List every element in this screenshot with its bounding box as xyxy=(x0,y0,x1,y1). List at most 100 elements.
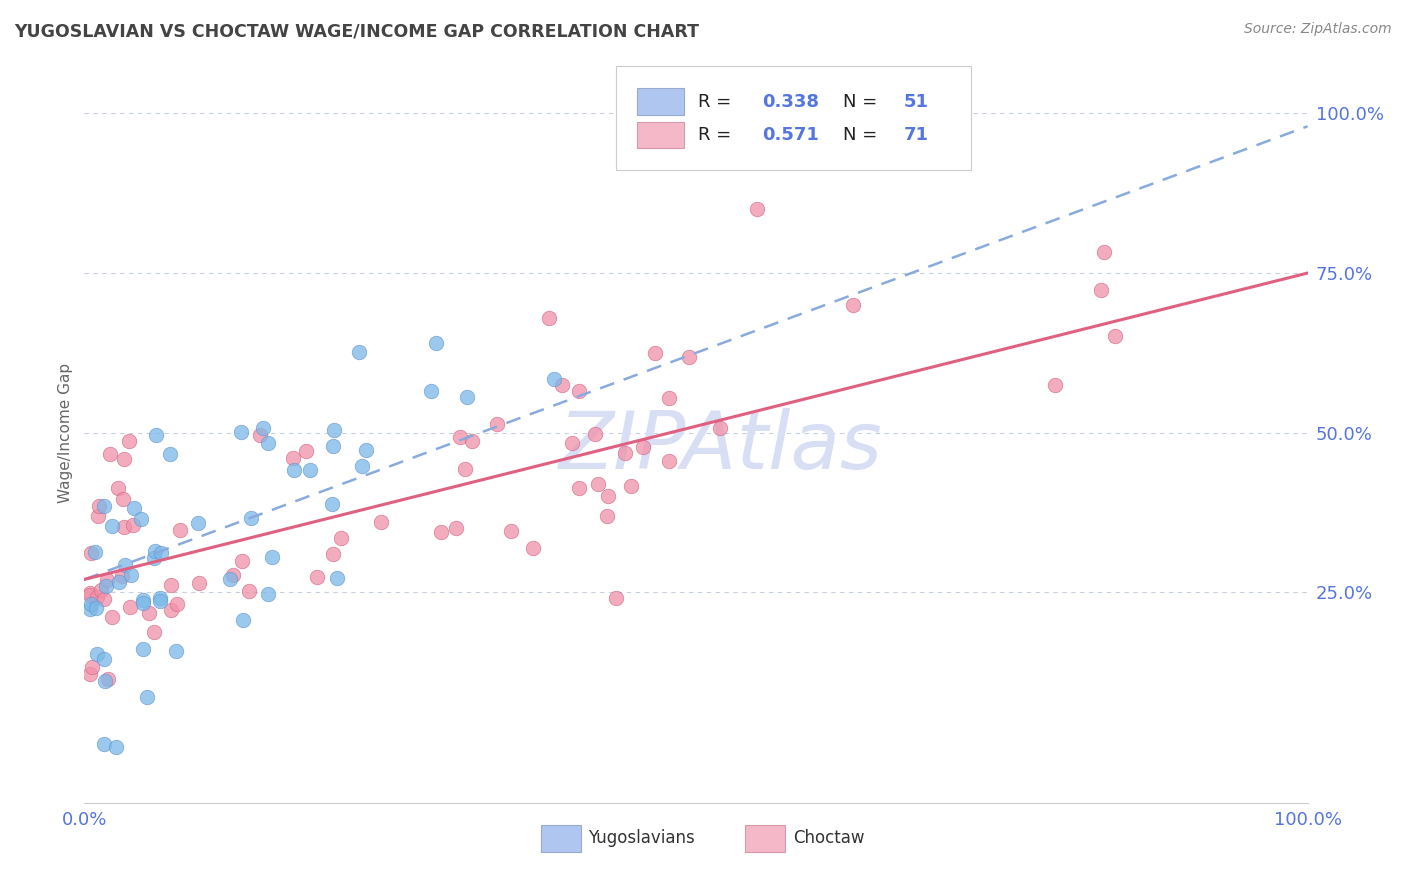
Point xyxy=(249,427,271,442)
Point xyxy=(122,501,145,516)
Point xyxy=(84,601,107,615)
Point xyxy=(321,497,343,511)
Point xyxy=(90,582,112,597)
Point xyxy=(252,421,274,435)
Point xyxy=(187,575,209,590)
Point xyxy=(747,202,769,217)
Point xyxy=(169,524,191,538)
Point xyxy=(605,591,627,606)
Point xyxy=(449,430,471,444)
Point xyxy=(257,587,280,601)
Point xyxy=(588,476,610,491)
Point xyxy=(142,624,165,639)
Point xyxy=(122,518,145,533)
Text: Source: ZipAtlas.com: Source: ZipAtlas.com xyxy=(1244,22,1392,37)
Point xyxy=(538,310,561,325)
Point xyxy=(614,446,637,460)
Point xyxy=(145,428,167,442)
Point xyxy=(101,610,124,624)
Point xyxy=(709,421,731,435)
Text: R =: R = xyxy=(699,126,737,144)
Point xyxy=(131,642,153,657)
Point xyxy=(80,660,103,674)
Point xyxy=(135,690,157,704)
Point xyxy=(79,602,101,616)
Point xyxy=(187,516,209,531)
Point xyxy=(120,599,142,614)
Point xyxy=(79,667,101,681)
Point xyxy=(219,572,242,586)
Point xyxy=(120,568,142,582)
Point xyxy=(454,461,477,475)
Point xyxy=(294,444,316,458)
Point xyxy=(93,652,115,666)
Point xyxy=(323,423,346,437)
Point xyxy=(231,554,253,568)
Point xyxy=(112,452,135,467)
FancyBboxPatch shape xyxy=(616,66,972,169)
Point xyxy=(94,579,117,593)
Point xyxy=(105,739,128,754)
Point xyxy=(551,378,574,392)
Text: R =: R = xyxy=(699,93,737,111)
Text: 0.338: 0.338 xyxy=(762,93,820,111)
Point xyxy=(93,737,115,751)
Point xyxy=(129,512,152,526)
Point xyxy=(283,463,305,477)
Point xyxy=(322,439,344,453)
Text: 0.571: 0.571 xyxy=(762,126,818,144)
Bar xyxy=(637,88,683,115)
Point xyxy=(658,391,681,405)
Point xyxy=(326,572,349,586)
Text: ZIPAtlas: ZIPAtlas xyxy=(558,409,883,486)
Point xyxy=(349,345,371,359)
Point xyxy=(425,336,447,351)
Point xyxy=(79,586,101,600)
Point xyxy=(260,550,283,565)
Point xyxy=(486,417,509,431)
Point xyxy=(93,591,115,606)
Point xyxy=(160,603,183,617)
Point xyxy=(107,481,129,495)
Point xyxy=(94,674,117,689)
Point xyxy=(561,436,583,450)
Point xyxy=(132,593,155,607)
Text: 71: 71 xyxy=(904,126,929,144)
Point xyxy=(83,545,105,559)
Point xyxy=(232,613,254,627)
Text: N =: N = xyxy=(842,126,883,144)
Point xyxy=(87,499,110,513)
Point xyxy=(350,459,373,474)
Point xyxy=(460,434,482,448)
Text: Choctaw: Choctaw xyxy=(793,830,865,847)
Point xyxy=(149,546,172,560)
Point xyxy=(1092,244,1115,259)
Point xyxy=(97,673,120,687)
Point xyxy=(522,541,544,556)
Point xyxy=(370,515,392,529)
Point xyxy=(149,591,172,605)
Point xyxy=(596,508,619,523)
Point xyxy=(79,546,101,560)
Point xyxy=(166,598,188,612)
Point xyxy=(112,492,135,507)
Point xyxy=(1045,377,1067,392)
Point xyxy=(79,597,101,611)
Point xyxy=(456,390,478,404)
Point xyxy=(93,499,115,513)
Point xyxy=(305,570,328,584)
Y-axis label: Wage/Income Gap: Wage/Income Gap xyxy=(58,362,73,503)
Point xyxy=(257,436,280,450)
Point xyxy=(132,596,155,610)
Point xyxy=(79,588,101,602)
Point xyxy=(98,447,121,461)
Point xyxy=(322,547,344,561)
Point xyxy=(299,463,322,477)
Text: 51: 51 xyxy=(904,93,929,111)
Point xyxy=(354,443,377,458)
Point xyxy=(114,558,136,572)
Point xyxy=(240,511,263,525)
Point xyxy=(620,478,643,492)
Point xyxy=(222,567,245,582)
Point xyxy=(583,426,606,441)
